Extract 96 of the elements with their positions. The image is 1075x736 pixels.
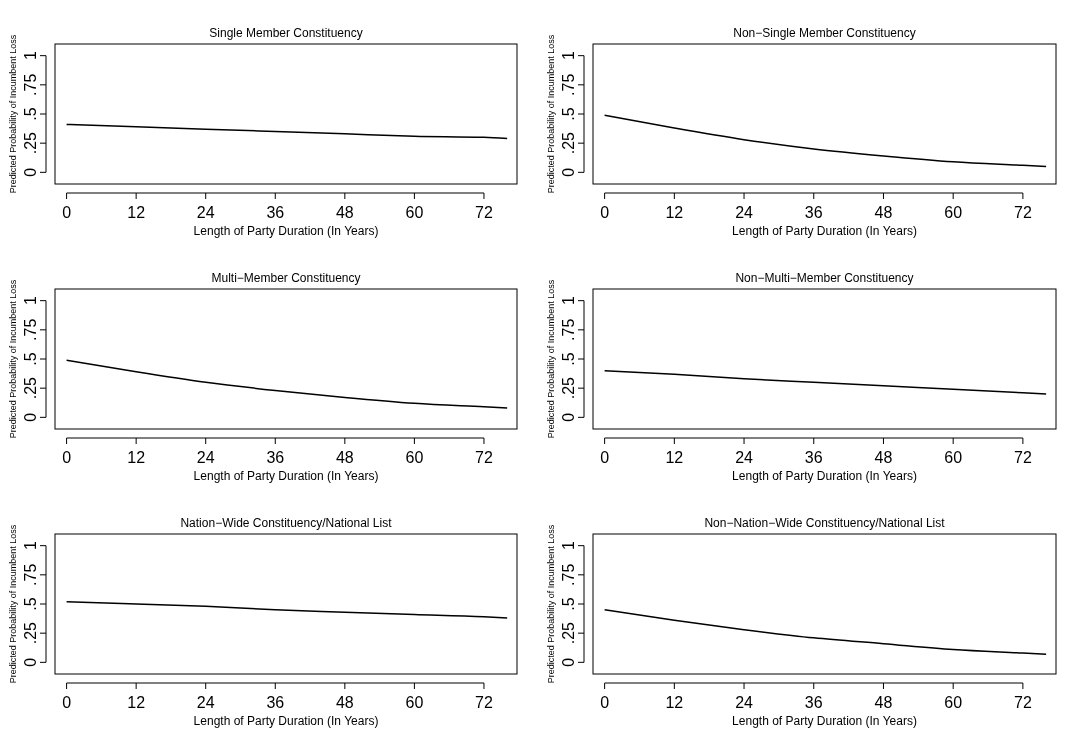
- x-tick-label: 48: [874, 204, 893, 221]
- y-axis-title: Predicted Probability of Incumbent Loss: [8, 34, 18, 194]
- x-tick-label: 24: [196, 694, 215, 711]
- x-tick-label: 48: [874, 694, 893, 711]
- y-tick-label: .25: [22, 376, 39, 400]
- y-tick-label: 1: [560, 51, 577, 61]
- y-tick-label: .25: [22, 621, 39, 645]
- x-tick-label: 12: [665, 204, 684, 221]
- x-tick-label: 36: [266, 204, 285, 221]
- y-tick-label: 0: [22, 412, 39, 422]
- y-tick-label: .5: [560, 352, 577, 366]
- x-tick-label: 0: [600, 449, 610, 466]
- y-tick-label: .75: [560, 318, 577, 341]
- x-tick-label: 48: [874, 449, 893, 466]
- x-tick-label: 72: [1013, 449, 1032, 466]
- x-tick-label: 72: [475, 204, 493, 221]
- chart-title: Nation−Wide Constituency/National List: [180, 516, 393, 530]
- y-tick-label: .75: [22, 318, 39, 341]
- y-tick-label: .25: [22, 131, 39, 155]
- x-tick-label: 0: [600, 694, 610, 711]
- y-tick-label: 1: [22, 51, 39, 61]
- x-tick-label: 24: [735, 449, 754, 466]
- x-tick-label: 60: [405, 449, 424, 466]
- y-tick-label: .75: [560, 563, 577, 586]
- y-tick-label: 1: [560, 541, 577, 551]
- y-tick-label: .25: [560, 376, 577, 400]
- chart-title: Non−Multi−Member Constituency: [735, 271, 914, 285]
- y-tick-label: 0: [22, 167, 39, 177]
- y-tick-label: .75: [22, 73, 39, 96]
- x-tick-label: 0: [62, 449, 72, 466]
- x-tick-label: 48: [335, 204, 354, 221]
- y-tick-label: 1: [560, 296, 577, 306]
- x-tick-label: 12: [665, 694, 684, 711]
- x-tick-label: 72: [475, 694, 493, 711]
- x-axis-title: Length of Party Duration (In Years): [193, 469, 379, 483]
- x-tick-label: 24: [735, 204, 754, 221]
- x-tick-label: 0: [600, 204, 610, 221]
- x-tick-label: 12: [127, 449, 146, 466]
- x-axis-title: Length of Party Duration (In Years): [193, 714, 379, 728]
- y-axis-title: Predicted Probability of Incumbent Loss: [546, 279, 556, 439]
- y-tick-label: .25: [560, 621, 577, 645]
- y-tick-label: .5: [560, 107, 577, 121]
- x-tick-label: 48: [335, 694, 354, 711]
- x-tick-label: 60: [944, 449, 963, 466]
- y-tick-label: .5: [22, 597, 39, 611]
- x-tick-label: 12: [127, 694, 146, 711]
- y-tick-label: .5: [560, 597, 577, 611]
- y-tick-label: .5: [22, 107, 39, 121]
- line-series: [65, 359, 508, 409]
- y-tick-label: .75: [22, 563, 39, 586]
- x-axis-title: Length of Party Duration (In Years): [732, 224, 917, 238]
- y-tick-label: 0: [560, 412, 577, 422]
- chart-title: Non−Single Member Constituency: [733, 26, 916, 40]
- y-axis-title: Predicted Probability of Incumbent Loss: [546, 524, 556, 684]
- y-tick-label: 0: [22, 657, 39, 667]
- x-tick-label: 0: [62, 694, 72, 711]
- y-axis-title: Predicted Probability of Incumbent Loss: [8, 524, 18, 684]
- y-tick-label: 0: [560, 657, 577, 667]
- y-tick-label: .25: [560, 131, 577, 155]
- y-axis-title: Predicted Probability of Incumbent Loss: [8, 279, 18, 439]
- x-tick-label: 36: [804, 204, 823, 221]
- x-tick-label: 0: [62, 204, 72, 221]
- x-tick-label: 24: [196, 449, 215, 466]
- x-tick-label: 36: [266, 449, 285, 466]
- x-axis-title: Length of Party Duration (In Years): [193, 224, 379, 238]
- chart-title: Multi−Member Constituency: [211, 271, 361, 285]
- line-series: [603, 369, 1047, 395]
- x-tick-label: 48: [335, 449, 354, 466]
- line-series: [65, 600, 508, 619]
- line-series: [603, 114, 1047, 168]
- x-tick-label: 60: [405, 204, 424, 221]
- y-axis-title: Predicted Probability of Incumbent Loss: [546, 34, 556, 194]
- x-tick-label: 60: [944, 204, 963, 221]
- line-series: [603, 609, 1047, 655]
- x-axis-title: Length of Party Duration (In Years): [732, 469, 917, 483]
- x-tick-label: 24: [735, 694, 754, 711]
- x-tick-label: 12: [127, 204, 146, 221]
- x-tick-label: 36: [804, 449, 823, 466]
- chart-title: Single Member Constituency: [209, 26, 363, 40]
- x-tick-label: 60: [944, 694, 963, 711]
- x-tick-label: 24: [196, 204, 215, 221]
- x-axis-title: Length of Party Duration (In Years): [732, 714, 917, 728]
- x-tick-label: 72: [1013, 694, 1032, 711]
- y-tick-label: 0: [560, 167, 577, 177]
- x-tick-label: 72: [475, 449, 493, 466]
- x-tick-label: 60: [405, 694, 424, 711]
- chart-title: Non−Nation−Wide Constituency/National List: [704, 516, 946, 530]
- x-tick-label: 72: [1013, 204, 1032, 221]
- x-tick-label: 36: [804, 694, 823, 711]
- line-series: [65, 123, 508, 140]
- y-tick-label: 1: [22, 541, 39, 551]
- y-tick-label: .75: [560, 73, 577, 96]
- y-tick-label: .5: [22, 352, 39, 366]
- x-tick-label: 36: [266, 694, 285, 711]
- x-tick-label: 12: [665, 449, 684, 466]
- y-tick-label: 1: [22, 296, 39, 306]
